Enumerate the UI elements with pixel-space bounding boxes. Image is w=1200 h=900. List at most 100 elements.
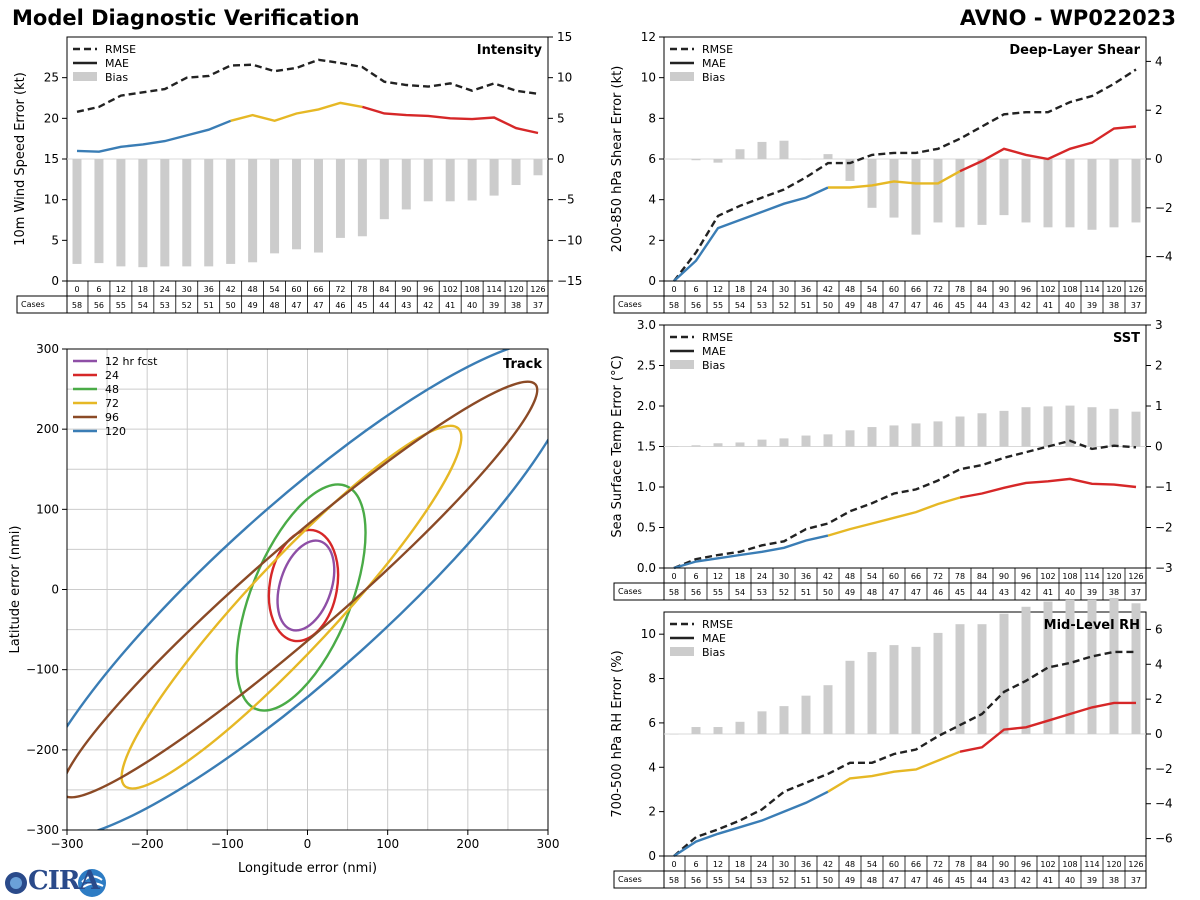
sst-mae-red xyxy=(959,477,1137,499)
intensity-hour-label: 78 xyxy=(357,285,367,294)
track-xtick-label: −300 xyxy=(51,837,84,851)
sst-case-value: 51 xyxy=(801,588,811,597)
shear-hour-label: 102 xyxy=(1040,285,1055,294)
sst-rmse-line xyxy=(673,439,1137,570)
sst-hour-label: 18 xyxy=(735,572,745,581)
sst-bias-bar xyxy=(911,423,921,447)
intensity-mae-yellow xyxy=(230,101,363,123)
intensity-bias-bar xyxy=(248,159,258,263)
sst-bias-bar xyxy=(933,421,943,447)
shear-hour-label: 24 xyxy=(757,285,767,294)
shear-bias-bar xyxy=(845,159,855,181)
sst-hour-label: 120 xyxy=(1106,572,1121,581)
shear-bias-bar xyxy=(735,149,745,159)
rh-bias-bar xyxy=(1043,601,1053,734)
intensity-legend-bias-swatch xyxy=(73,72,97,81)
sst-y2tick-label: 0 xyxy=(1155,440,1163,454)
sst-ylabel: Sea Surface Temp Error (°C) xyxy=(610,355,625,537)
sst-bias-bar xyxy=(801,435,811,447)
rh-case-value: 51 xyxy=(801,876,811,885)
intensity-ytick-label: 10 xyxy=(44,193,59,207)
intensity-case-value: 50 xyxy=(226,301,236,310)
sst-cases-label: Cases xyxy=(618,587,642,596)
sst-bias-bar xyxy=(1021,407,1031,447)
rh-case-value: 45 xyxy=(955,876,965,885)
intensity-bias-bar xyxy=(94,159,104,264)
intensity-bias-bar xyxy=(116,159,126,267)
sst-bias-bar xyxy=(823,434,833,447)
sst-y2tick-label: −2 xyxy=(1155,521,1173,535)
shear-mae-red xyxy=(959,125,1137,173)
shear-ytick-label: 4 xyxy=(648,193,656,207)
sst-ytick-label: 2.0 xyxy=(637,399,656,413)
shear-bias-bar xyxy=(1109,159,1119,228)
shear-rmse-line xyxy=(673,68,1137,282)
sst-case-value: 40 xyxy=(1065,588,1075,597)
intensity-ytick-label: 15 xyxy=(44,152,59,166)
shear-bias-bar xyxy=(779,140,789,159)
shear-hour-label: 72 xyxy=(933,285,943,294)
sst-legend-mae: MAE xyxy=(702,345,726,358)
sst-ytick-label: 1.5 xyxy=(637,440,656,454)
shear-mae-blue xyxy=(673,186,829,282)
rh-y2tick-label: 4 xyxy=(1155,657,1163,671)
sst-case-value: 48 xyxy=(867,588,877,597)
sst-y2tick-label: −1 xyxy=(1155,480,1173,494)
rh-hour-label: 84 xyxy=(977,860,987,869)
rh-y2tick-label: 2 xyxy=(1155,692,1163,706)
intensity-hour-label: 66 xyxy=(313,285,323,294)
rh-cases-table: Cases 0 58 6 56 12 55 18 54 24 53 30 52 36 51 42 50 48 49 5… xyxy=(613,855,1147,889)
shear-legend-rmse: RMSE xyxy=(702,43,733,56)
sst-bias-bar xyxy=(691,445,701,447)
shear-ytick-label: 10 xyxy=(641,71,656,85)
track-title: Track xyxy=(503,357,542,372)
shear-bias-bar xyxy=(977,159,987,225)
track-xtick-label: 100 xyxy=(376,837,399,851)
rh-bias-bar xyxy=(757,711,767,734)
shear-bias-bar xyxy=(1131,159,1141,223)
sst-hour-label: 72 xyxy=(933,572,943,581)
intensity-bias-bar xyxy=(335,159,345,238)
sst-hour-label: 96 xyxy=(1021,572,1031,581)
intensity-legend-mae: MAE xyxy=(105,57,129,70)
shear-mae-yellow xyxy=(828,170,961,189)
sst-ytick-label: 0.5 xyxy=(637,521,656,535)
shear-case-value: 38 xyxy=(1109,301,1119,310)
shear-hour-label: 66 xyxy=(911,285,921,294)
rh-case-value: 43 xyxy=(999,876,1009,885)
intensity-bias-bar xyxy=(401,159,411,210)
shear-hour-label: 30 xyxy=(779,285,789,294)
track-ellipse-12 xyxy=(276,539,336,632)
sst-bias-bar xyxy=(779,438,789,447)
intensity-ylabel: 10m Wind Speed Error (kt) xyxy=(13,72,28,246)
track-xtick-label: 200 xyxy=(456,837,479,851)
rh-bias-bar xyxy=(691,727,701,734)
intensity-title: Intensity xyxy=(477,43,543,58)
shear-hour-label: 36 xyxy=(801,285,811,294)
shear-case-value: 58 xyxy=(669,301,679,310)
rh-ytick-label: 0 xyxy=(648,849,656,863)
rh-hour-label: 18 xyxy=(735,860,745,869)
intensity-hour-label: 84 xyxy=(379,285,389,294)
shear-hour-label: 84 xyxy=(977,285,987,294)
rh-case-value: 44 xyxy=(977,876,987,885)
rh-case-value: 41 xyxy=(1043,876,1053,885)
intensity-hour-label: 96 xyxy=(423,285,433,294)
rh-bias-bar xyxy=(1065,599,1075,734)
rh-hour-label: 60 xyxy=(889,860,899,869)
intensity-cases-row xyxy=(16,295,549,314)
shear-hour-label: 120 xyxy=(1106,285,1121,294)
shear-bias-bar xyxy=(713,159,723,163)
shear-cases-row xyxy=(613,295,1147,314)
sst-case-value: 41 xyxy=(1043,588,1053,597)
rh-bias-bar xyxy=(735,721,745,734)
rh-ylabel: 700-500 hPa RH Error (%) xyxy=(610,650,625,817)
sst-case-value: 52 xyxy=(779,588,789,597)
rh-hour-label: 102 xyxy=(1040,860,1055,869)
track-xtick-label: −200 xyxy=(131,837,164,851)
intensity-ytick-label: 5 xyxy=(51,233,59,247)
rh-y2tick-label: −4 xyxy=(1155,797,1173,811)
rh-case-value: 42 xyxy=(1021,876,1031,885)
